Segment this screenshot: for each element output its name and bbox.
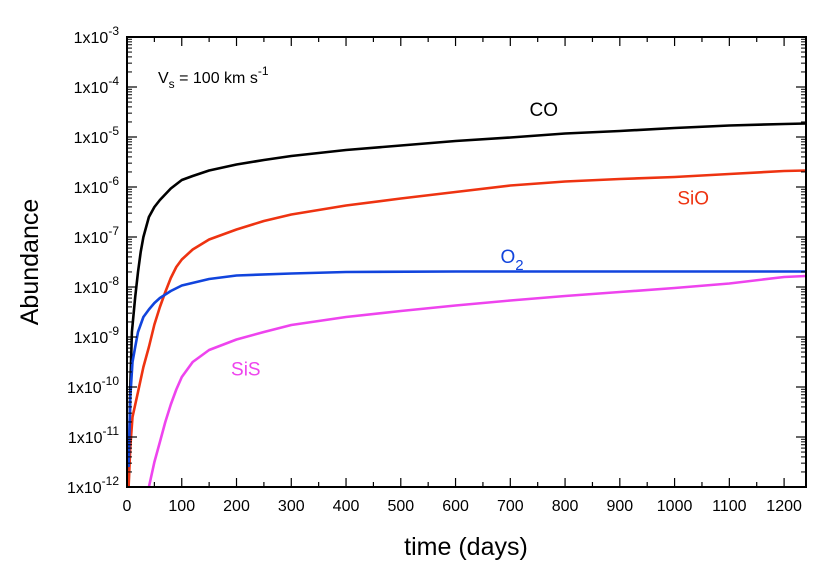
y-tick-exponent: -4 [108,74,119,88]
y-tick-exponent: -10 [102,374,120,388]
y-tick-mantissa: 1x10 [74,80,109,97]
x-tick-label: 700 [497,498,524,515]
series-line-sio [127,169,806,487]
y-tick-label: 1x10-9 [74,324,120,347]
shock-velocity-annotation: Vs = 100 km s-1 [158,64,269,91]
x-tick-label: 0 [123,498,132,515]
series-label-base: CO [529,100,558,121]
series-label-sub: 2 [515,257,523,274]
annotation-sub: s [169,77,175,91]
series-lines [127,122,806,487]
x-tick-label: 900 [606,498,633,515]
y-tick-exponent: -6 [108,174,119,188]
y-tick-label: 1x10-10 [67,374,119,397]
series-line-sis [147,274,806,487]
labels-layer: 0 100 200 300 400 500 600 700 800 900 1000 1100 1200… [67,24,802,515]
y-tick-label: 1x10-12 [67,474,119,497]
x-tick-label: 200 [223,498,250,515]
y-tick-label: 1x10-6 [74,174,120,197]
y-tick-mantissa: 1x10 [74,230,109,247]
series-label-base: O [500,247,515,268]
y-tick-label: 1x10-4 [74,74,120,97]
series-label-base: SiS [231,360,261,381]
y-tick-mantissa: 1x10 [74,130,109,147]
x-tick-label: 800 [552,498,579,515]
annotation-rest: = 100 km s [175,70,258,87]
y-tick-exponent: -3 [108,24,119,38]
series-label-sis: SiS [231,360,261,381]
series-layer [127,122,806,487]
series-label-co: CO [529,100,558,121]
x-tick-label: 1000 [657,498,693,515]
annotation-sup: -1 [258,64,269,78]
series-line-o2 [127,270,806,468]
series-label-base: SiO [677,189,709,210]
y-tick-exponent: -12 [102,474,120,488]
x-tick-label: 400 [333,498,360,515]
y-tick-exponent: -7 [108,224,119,238]
y-tick-mantissa: 1x10 [74,30,109,47]
series-label-sio: SiO [677,189,709,210]
plot-frame [126,36,807,488]
y-tick-label: 1x10-5 [74,124,120,147]
y-tick-exponent: -11 [103,424,120,438]
x-tick-label: 1100 [712,498,747,515]
y-tick-exponent: -8 [108,274,119,288]
series-line-co [127,122,806,487]
x-tick-label: 500 [387,498,414,515]
y-tick-mantissa: 1x10 [68,430,103,447]
y-tick-label: 1x10-8 [74,274,120,297]
series-label-o2: O2 [500,247,523,274]
annotation-base: V [158,70,169,87]
x-tick-label: 300 [278,498,305,515]
y-tick-mantissa: 1x10 [67,380,102,397]
y-tick-mantissa: 1x10 [74,180,109,197]
y-tick-exponent: -9 [108,324,119,338]
y-tick-label: 1x10-7 [74,224,120,247]
y-axis-title: Abundance [16,199,44,326]
ticks-layer [126,36,806,488]
x-tick-label: 1200 [766,498,802,515]
y-tick-mantissa: 1x10 [74,330,109,347]
x-tick-label: 100 [168,498,195,515]
y-tick-mantissa: 1x10 [67,480,102,497]
x-tick-label: 600 [442,498,469,515]
y-tick-label: 1x10-11 [68,424,119,447]
y-tick-mantissa: 1x10 [74,280,109,297]
y-tick-exponent: -5 [108,124,119,138]
x-axis-title: time (days) [404,533,528,561]
y-tick-label: 1x10-3 [74,24,120,47]
